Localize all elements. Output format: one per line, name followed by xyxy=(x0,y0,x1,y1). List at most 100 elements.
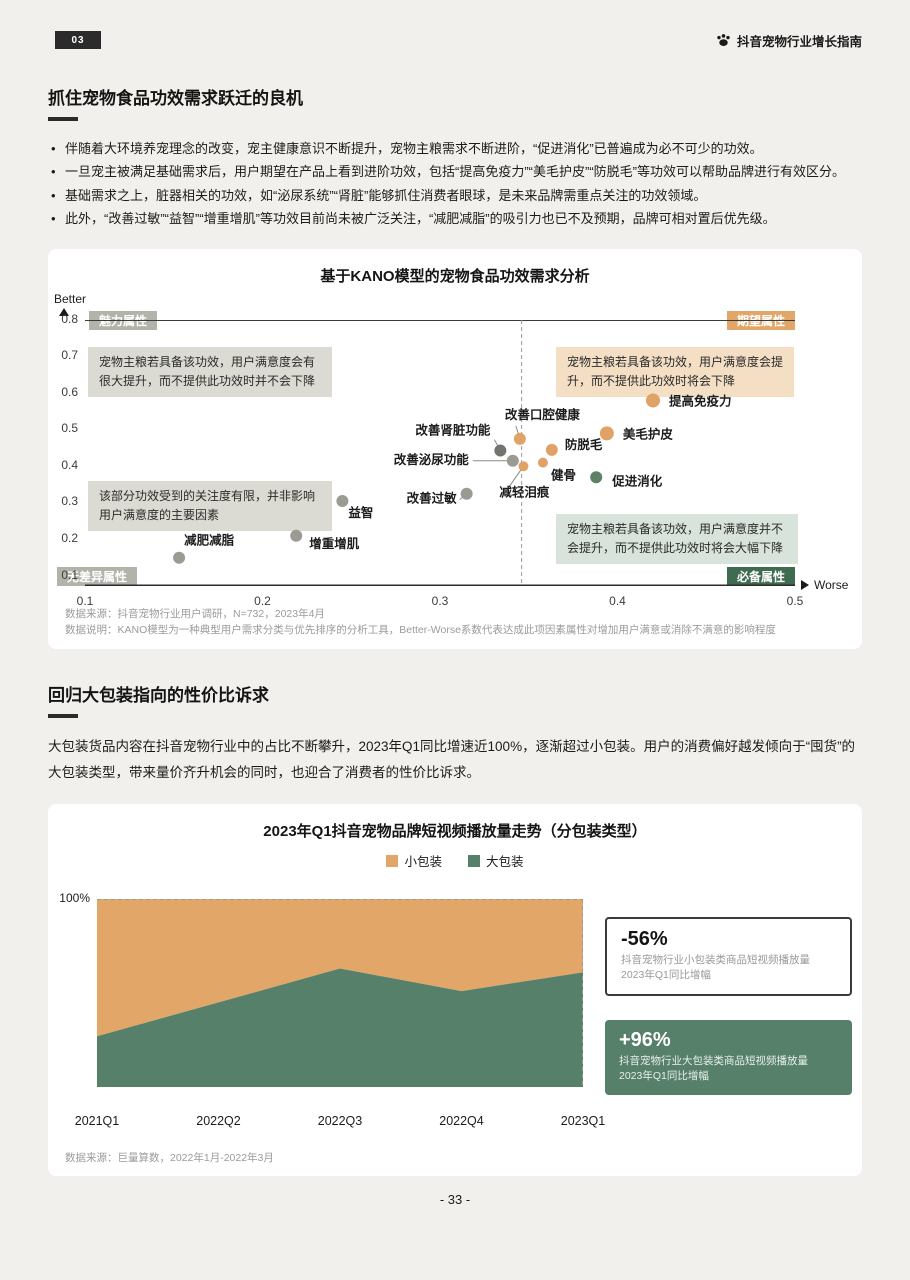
section2-underline xyxy=(48,713,78,718)
x-axis-label-wrap: Worse xyxy=(801,578,848,592)
callout-big-pack: +96% 抖音宠物行业大包装类商品短视频播放量 2023年Q1同比增幅 xyxy=(605,1020,852,1095)
scatter-point xyxy=(646,393,660,408)
section1-underline xyxy=(48,117,78,121)
y-axis-tick: 0.3 xyxy=(61,494,78,509)
y-axis-tick: 0.6 xyxy=(61,384,78,399)
scatter-point-label: 改善泌尿功能 xyxy=(394,451,470,466)
note-mustbe: 宠物主粮若具备该功效，用户满意度并不会提升，而不提供此功效时将会大幅下降 xyxy=(556,513,798,564)
x-axis-tick: 0.1 xyxy=(76,593,94,608)
scatter-point xyxy=(537,457,548,468)
trend-x-label: 2023Q1 xyxy=(560,1114,606,1129)
legend-item-big: 大包装 xyxy=(468,851,524,870)
legend-label-big-pack: 大包装 xyxy=(486,855,524,870)
scatter-point-label: 改善口腔健康 xyxy=(505,406,581,421)
y-axis-tick: 0.1 xyxy=(61,567,78,582)
quadrant-badge-indifferent: 无差异属性 xyxy=(57,566,138,586)
quadrant-badge-mustbe: 必备属性 xyxy=(726,566,795,586)
kano-chart-title: 基于KANO模型的宠物食品功效需求分析 xyxy=(320,267,590,285)
legend-item-small: 小包装 xyxy=(386,851,442,870)
page-header: 03 抖音宠物行业增长指南 xyxy=(48,30,862,50)
scatter-point-label: 美毛护皮 xyxy=(623,426,674,441)
callout-big-line2: 2023年Q1同比增幅 xyxy=(619,1070,709,1083)
right-arrow-icon xyxy=(801,579,809,590)
scatter-point xyxy=(506,454,519,467)
scatter-point xyxy=(460,487,473,500)
bullet-item: 基础需求之上，脏器相关的功效，如“泌尿系统”“肾脏”能够抓住消费者眼球，是未来品… xyxy=(48,184,862,208)
y-axis-label: Better xyxy=(54,291,87,306)
note-attractive: 宠物主粮若具备该功效，用户满意度会有很大提升，而不提供此功效时并不会下降 xyxy=(88,346,332,397)
y-axis-tick: 0.2 xyxy=(61,530,78,545)
scatter-point-label: 健骨 xyxy=(551,467,576,482)
section2-paragraph: 大包装货品内容在抖音宠物行业中的占比不断攀升，2023年Q1同比增速近100%，… xyxy=(48,738,856,780)
x-axis-tick: 0.4 xyxy=(609,593,626,608)
callout-small-value: -56% xyxy=(621,928,668,951)
x-axis-tick: 0.3 xyxy=(431,593,449,608)
section2-title: 回归大包装指向的性价比诉求 xyxy=(48,685,269,705)
trend-x-label: 2021Q1 xyxy=(74,1114,120,1129)
scatter-point xyxy=(513,432,526,445)
note-expected: 宠物主粮若具备该功效，用户满意度会提升，而不提供此功效时将会下降 xyxy=(556,346,794,397)
scatter-point-label: 增重增肌 xyxy=(309,535,360,550)
page-number: - 33 - xyxy=(439,1192,471,1208)
kano-chart-card: 基于KANO模型的宠物食品功效需求分析 Better 宠物主粮若具备该功效，用户… xyxy=(48,248,862,649)
bullet-item: 此外，“改善过敏”“益智”“增重增肌”等功效目前尚未被广泛关注，“减肥减脂”的吸… xyxy=(48,207,862,231)
x-axis-label: Worse xyxy=(814,577,849,592)
scatter-point-label: 减肥减脂 xyxy=(184,532,235,547)
scatter-point xyxy=(290,529,303,542)
callout-small-line2: 2023年Q1同比增幅 xyxy=(621,969,711,982)
scatter-point-label: 防脱毛 xyxy=(565,436,603,451)
scatter-point-label: 减轻泪痕 xyxy=(499,484,550,499)
brand: 抖音宠物行业增长指南 xyxy=(716,31,862,50)
scatter-point-label: 益智 xyxy=(348,505,373,520)
paw-icon xyxy=(717,34,730,46)
area-big-pack xyxy=(97,968,583,1088)
x-axis-tick: 0.5 xyxy=(786,593,804,608)
bullet-item: 伴随着大环境养宠理念的改变，宠主健康意识不断提升，宠物主粮需求不断进阶，“促进消… xyxy=(48,137,862,161)
trend-x-label: 2022Q3 xyxy=(317,1114,363,1129)
scatter-point xyxy=(336,494,349,507)
trend-x-label: 2022Q2 xyxy=(196,1114,241,1129)
scatter-point xyxy=(494,444,507,457)
scatter-point-label: 改善过敏 xyxy=(407,490,458,505)
trend-area-svg xyxy=(97,899,583,1088)
trend-source: 数据来源：巨量算数，2022年1月-2022年3月 xyxy=(65,1152,274,1165)
scatter-point-label: 提高免疫力 xyxy=(669,393,732,408)
y-axis-top-label: 100% xyxy=(59,891,90,906)
section1-bullet-list: 伴随着大环境养宠理念的改变，宠主健康意识不断提升，宠物主粮需求不断进阶，“促进消… xyxy=(48,137,862,231)
scatter-point xyxy=(545,443,558,456)
y-axis-tick: 0.8 xyxy=(61,311,78,326)
kano-source: 数据来源：抖音宠物行业用户调研，N=732，2023年4月 xyxy=(65,607,325,620)
y-axis-tick: 0.5 xyxy=(61,421,78,436)
legend-swatch-big-pack xyxy=(468,854,480,867)
callout-small-line1: 抖音宠物行业小包装类商品短视频播放量 xyxy=(621,954,810,967)
scatter-point xyxy=(599,425,614,440)
legend-swatch-small-pack xyxy=(386,854,399,867)
page-number-badge: 03 xyxy=(55,31,101,49)
x-axis-tick: 0.2 xyxy=(254,593,271,608)
scatter-point xyxy=(590,470,603,483)
callout-big-value: +96% xyxy=(619,1029,671,1052)
scatter-point xyxy=(173,551,186,564)
area-small-pack xyxy=(97,899,583,1037)
trend-plot xyxy=(97,899,583,1088)
trend-chart-area: 100% -56% 抖音宠物行业小包装类商品短视频播放量 2023年Q1同比增幅… xyxy=(48,876,862,1138)
brand-title: 抖音宠物行业增长指南 xyxy=(736,34,862,49)
scatter-point-label: 改善肾脏功能 xyxy=(415,422,491,437)
trend-x-label: 2022Q4 xyxy=(439,1114,484,1129)
up-arrow-icon xyxy=(59,307,69,316)
kano-chart-area: Better 宠物主粮若具备该功效，用户满意度会有很大提升，而不提供此功效时并不… xyxy=(48,291,862,608)
y-axis-tick: 0.7 xyxy=(61,348,78,363)
bullet-item: 一旦宠主被满足基础需求后，用户期望在产品上看到进阶功效，包括“提高免疫力”“美毛… xyxy=(48,160,862,184)
scatter-point-label: 促进消化 xyxy=(611,473,663,488)
y-axis-tick: 0.4 xyxy=(61,457,78,472)
trend-chart-title: 2023年Q1抖音宠物品牌短视频播放量走势（分包装类型） xyxy=(263,823,647,841)
note-indifferent: 该部分功效受到的关注度有限，并非影响用户满意度的主要因素 xyxy=(88,480,332,531)
trend-chart-card: 2023年Q1抖音宠物品牌短视频播放量走势（分包装类型） 小包装 大包装 100… xyxy=(48,804,862,1177)
callout-big-line1: 抖音宠物行业大包装类商品短视频播放量 xyxy=(619,1055,808,1068)
legend-label-small-pack: 小包装 xyxy=(404,855,442,870)
section1-title: 抓住宠物食品功效需求跃迁的良机 xyxy=(48,89,303,108)
scatter-point xyxy=(518,460,529,471)
kano-note: 数据说明：KANO模型为一种典型用户需求分类与优先排序的分析工具，Better-… xyxy=(65,623,776,636)
